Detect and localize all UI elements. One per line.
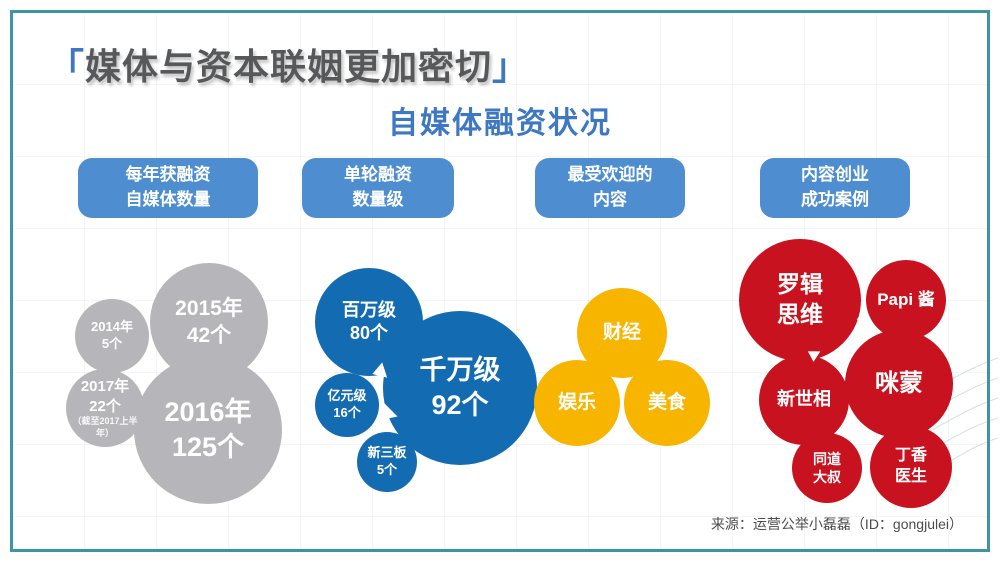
bubble-value: 92个 bbox=[431, 390, 489, 420]
column-header-success-cases: 内容创业 成功案例 bbox=[760, 158, 910, 218]
bubble-note: （截至2017上半年） bbox=[72, 416, 138, 438]
bubble-entertainment: 娱乐 bbox=[534, 360, 620, 446]
bubble-food: 美食 bbox=[624, 360, 710, 446]
header-line: 成功案例 bbox=[801, 190, 869, 209]
bubble-new-third-board: 新三板 5个 bbox=[357, 432, 417, 492]
header-line: 单轮融资 bbox=[344, 165, 412, 185]
column-header-popular-content: 最受欢迎的 内容 bbox=[535, 158, 685, 218]
bubble-2017: 2017年 22个 （截至2017上半年） bbox=[66, 369, 144, 447]
header-line: 内容 bbox=[593, 190, 627, 209]
bubble-ten-million-level: 千万级 92个 bbox=[383, 311, 537, 465]
header-line: 数量级 bbox=[352, 190, 404, 209]
header-line: 内容创业 bbox=[801, 165, 869, 185]
header-line: 最受欢迎的 bbox=[567, 165, 653, 185]
page-title-text: 媒体与资本联姻更加密切 bbox=[85, 46, 493, 87]
bubble-value: 5个 bbox=[376, 462, 398, 477]
bubble-2016: 2016年 125个 bbox=[134, 356, 282, 504]
bubble-value: 125个 bbox=[171, 432, 245, 462]
bubble-label: 亿元级 bbox=[327, 388, 367, 404]
open-corner-bracket: 「 bbox=[48, 46, 86, 87]
bubble-2014: 2014年 5个 bbox=[75, 299, 149, 373]
bubble-label: 丁香 bbox=[894, 447, 927, 465]
bubble-label: 新三板 bbox=[367, 445, 407, 461]
bubble-label: 百万级 bbox=[342, 299, 396, 320]
bubble-label: 千万级 bbox=[419, 354, 501, 385]
page-title: 「媒体与资本联姻更加密切」 bbox=[48, 38, 529, 90]
bubble-label: 美食 bbox=[647, 391, 686, 413]
header-line: 自媒体数量 bbox=[125, 190, 211, 209]
bubble-papi-jiang: Papi 酱 bbox=[866, 260, 946, 340]
bubble-label: 新世相 bbox=[777, 389, 831, 410]
bubble-mimeng: 咪蒙 bbox=[845, 330, 953, 438]
bubble-label: 2017年 bbox=[80, 378, 130, 396]
bubble-value: 22个 bbox=[89, 397, 121, 415]
bubble-label: Papi 酱 bbox=[877, 289, 935, 309]
header-line: 每年获融资 bbox=[125, 165, 211, 185]
bubble-label: 咪蒙 bbox=[875, 370, 923, 398]
bubble-label: 财经 bbox=[602, 321, 641, 343]
source-credit: 来源：运营公举小磊磊（ID：gongjulei） bbox=[710, 516, 963, 532]
bubble-value: 5个 bbox=[101, 336, 123, 351]
bubble-label: 2014年 bbox=[91, 319, 133, 335]
bubble-label: 医生 bbox=[894, 468, 927, 485]
bubble-million-level: 百万级 80个 bbox=[315, 268, 423, 376]
chart-title: 自媒体融资状况 bbox=[388, 107, 612, 140]
bubble-value: 80个 bbox=[349, 323, 389, 343]
bubble-luoji-siwei: 罗辑 思维 bbox=[739, 239, 861, 361]
bubble-value: 42个 bbox=[186, 324, 232, 347]
column-header-funding-per-year: 每年获融资 自媒体数量 bbox=[78, 158, 258, 218]
bubble-dingxiang-yisheng: 丁香 医生 bbox=[870, 426, 952, 508]
bubble-label: 罗辑 bbox=[777, 271, 823, 298]
bubble-label: 同道 bbox=[813, 450, 841, 467]
close-corner-bracket: 」 bbox=[492, 46, 530, 87]
bubble-tongdao-dashu: 同道 大叔 bbox=[792, 433, 862, 503]
bubble-label: 2016年 bbox=[164, 396, 252, 427]
column-header-round-size: 单轮融资 数量级 bbox=[302, 158, 454, 218]
bubble-label: 娱乐 bbox=[557, 391, 596, 413]
bubble-value: 16个 bbox=[333, 405, 361, 420]
bubble-label: 思维 bbox=[777, 301, 823, 327]
bubble-label: 大叔 bbox=[813, 469, 841, 485]
bubble-hundred-million-level: 亿元级 16个 bbox=[315, 373, 379, 437]
bubble-xinshixiang: 新世相 bbox=[759, 355, 849, 445]
bubble-label: 2015年 bbox=[175, 296, 243, 320]
